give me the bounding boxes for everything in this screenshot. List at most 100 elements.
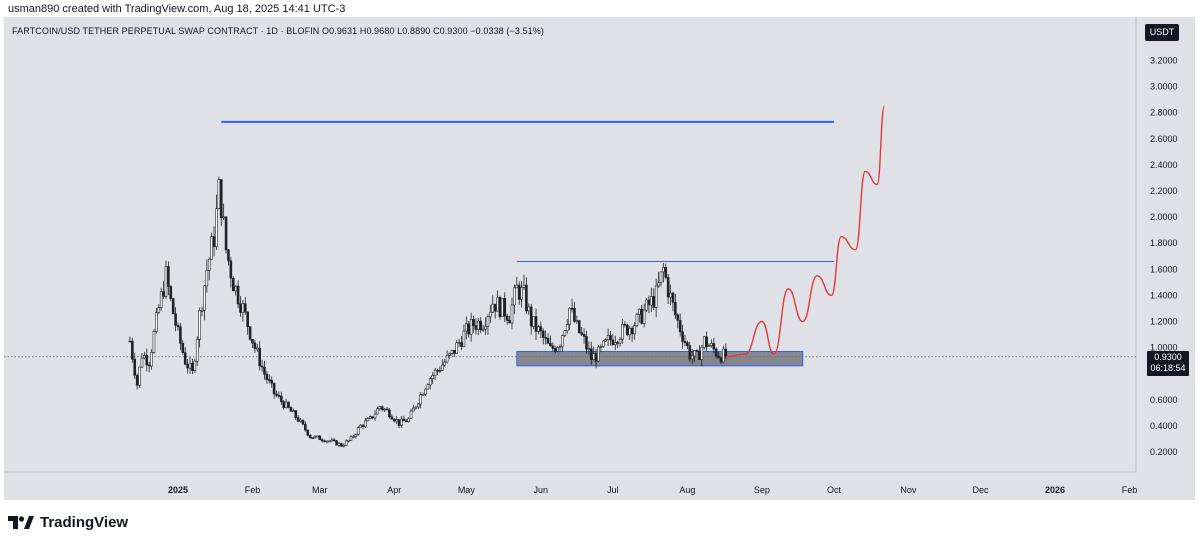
candle-body xyxy=(299,419,302,422)
candle-body xyxy=(258,347,261,367)
candle-body xyxy=(205,270,209,287)
time-tick-label: Jul xyxy=(607,485,619,495)
current-price-label: 0.9300 06:18:54 xyxy=(1147,351,1189,376)
candle-body xyxy=(140,357,144,368)
candle-body xyxy=(251,338,254,344)
candle-body xyxy=(284,401,288,409)
candle-body xyxy=(496,297,499,312)
candle-body xyxy=(215,208,218,247)
candle-body xyxy=(195,339,199,362)
currency-button[interactable]: USDT xyxy=(1145,24,1179,41)
candle-body xyxy=(344,440,348,446)
candle-body xyxy=(335,440,338,446)
candle-body xyxy=(558,346,562,348)
candle-body xyxy=(474,325,478,330)
candle-body xyxy=(577,320,581,333)
candle-body xyxy=(534,316,538,332)
tradingview-logo-icon xyxy=(8,516,34,529)
candle-body xyxy=(654,285,658,308)
price-tick-label: 1.2000 xyxy=(1150,317,1178,327)
candle-body xyxy=(513,287,516,306)
candle-body xyxy=(676,314,680,321)
candle-body xyxy=(722,348,725,363)
time-tick-label: Oct xyxy=(827,485,842,495)
candle-body xyxy=(383,408,386,411)
candle-body xyxy=(361,424,365,427)
candle-body xyxy=(253,342,257,349)
candle-body xyxy=(174,313,177,326)
candle-body xyxy=(325,440,329,443)
candle-body xyxy=(493,303,497,312)
candle-body xyxy=(472,319,475,326)
price-tick-label: 1.8000 xyxy=(1150,238,1178,248)
price-tick-label: 2.2000 xyxy=(1150,186,1178,196)
candle-body xyxy=(455,342,459,354)
candle-body xyxy=(666,277,670,298)
candle-body xyxy=(640,308,644,324)
candle-body xyxy=(645,299,648,311)
candle-body xyxy=(517,284,521,300)
candle-body xyxy=(611,339,615,345)
candle-body xyxy=(630,327,634,335)
price-chart[interactable]: 3.2000 3.0000 2.8000 2.6000 2.4000 2.2000 2.00… xyxy=(4,17,1195,500)
candle-body xyxy=(145,355,149,366)
candle-body xyxy=(525,284,528,312)
candle-body xyxy=(428,378,432,386)
candle-body xyxy=(498,297,502,318)
candle-body xyxy=(657,282,660,287)
candle-body xyxy=(448,353,451,356)
candle-body xyxy=(445,355,449,363)
candle-body xyxy=(443,361,447,366)
candle-body xyxy=(328,440,331,443)
candle-body xyxy=(207,258,211,271)
candle-body xyxy=(272,382,276,395)
candle-body xyxy=(724,348,728,358)
candle-body xyxy=(392,418,396,422)
candle-body xyxy=(241,303,245,313)
candle-body xyxy=(397,419,401,426)
candle-body xyxy=(152,331,156,353)
candle-body xyxy=(248,326,252,340)
candle-body xyxy=(561,335,564,347)
candle-body xyxy=(453,350,456,354)
candle-body xyxy=(181,343,185,353)
candle-body xyxy=(219,179,223,219)
candle-body xyxy=(404,420,408,423)
candle-body xyxy=(229,260,233,279)
candle-body xyxy=(342,444,346,447)
candle-body xyxy=(592,353,595,360)
candle-body xyxy=(601,340,605,347)
candle-body xyxy=(551,345,555,349)
candle-body xyxy=(155,312,158,332)
time-tick-label: Mar xyxy=(312,485,328,495)
tradingview-logo[interactable]: TradingView xyxy=(8,514,128,531)
candle-body xyxy=(200,310,204,312)
candle-body xyxy=(320,439,324,442)
candle-body xyxy=(390,416,394,420)
candle-body xyxy=(366,418,370,422)
candle-body xyxy=(356,427,360,435)
candle-body xyxy=(263,366,266,375)
candle-body xyxy=(368,416,372,419)
candle-body xyxy=(436,369,439,372)
candle-body xyxy=(318,435,322,441)
candle-body xyxy=(537,326,540,332)
candle-body xyxy=(628,327,632,336)
candle-body xyxy=(311,437,314,439)
bar-countdown: 06:18:54 xyxy=(1150,363,1186,373)
price-tick-label: 3.2000 xyxy=(1150,56,1178,66)
candle-body xyxy=(416,403,420,408)
candle-body xyxy=(294,410,298,418)
chart-pane[interactable]: 3.2000 3.0000 2.8000 2.6000 2.4000 2.2000 2.00… xyxy=(4,17,1195,500)
candle-body xyxy=(510,304,514,324)
candle-body xyxy=(681,331,684,342)
candle-body xyxy=(674,302,677,316)
candle-body xyxy=(131,340,134,360)
candle-body xyxy=(638,308,641,315)
candle-body xyxy=(316,435,319,438)
candle-body xyxy=(227,249,230,262)
candle-body xyxy=(183,352,187,365)
candle-body xyxy=(234,285,237,292)
candle-body xyxy=(287,401,290,408)
candle-body xyxy=(664,266,668,278)
